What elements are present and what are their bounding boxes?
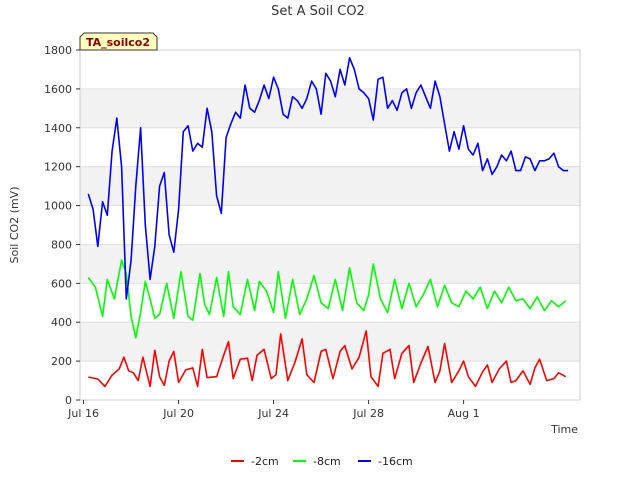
y-axis: 0 200 400 600 800 1000 1200 1400 1600 1800 [44,44,80,407]
y-tick-label: 0 [65,394,72,407]
y-tick-label: 400 [51,316,72,329]
y-tick-label: 200 [51,355,72,368]
y-tick-label: 1200 [44,161,72,174]
x-tick-label: Aug 1 [448,407,480,420]
legend-label: -8cm [313,455,341,468]
x-tick-label: Jul 16 [67,407,99,420]
grid-band [80,166,580,206]
y-tick-label: 1600 [44,83,72,96]
x-axis: Jul 16 Jul 20 Jul 24 Jul 28 Aug 1 [67,400,480,420]
y-tick-label: 600 [51,277,72,290]
y-tick-label: 800 [51,238,72,251]
series-line-minus-8cm [87,259,567,339]
series-line-minus-2cm [88,330,567,388]
dataset-badge: TA_soilco2 [79,32,158,51]
y-tick-label: 1800 [44,44,72,57]
grid-band [80,322,580,362]
y-axis-title: Soil CO2 (mV) [8,187,21,264]
plot-frame [79,49,581,401]
badge-shape [79,32,158,51]
x-axis-title: Time [550,423,578,436]
grid-band [80,88,580,128]
x-tick-label: Jul 20 [162,407,194,420]
x-tick-label: Jul 28 [352,407,384,420]
badge-label: TA_soilco2 [86,36,150,49]
legend-label: -2cm [251,455,279,468]
grid-bands [80,49,580,401]
y-tick-label: 1400 [44,122,72,135]
x-tick-label: Jul 24 [257,407,289,420]
chart-title: Set A Soil CO2 [271,4,365,19]
series-lines [87,56,569,388]
legend: -2cm -8cm -16cm [231,455,413,468]
series-line-minus-16cm [87,56,569,300]
legend-label: -16cm [378,455,413,468]
y-tick-label: 1000 [44,200,72,213]
grid-band [80,244,580,284]
